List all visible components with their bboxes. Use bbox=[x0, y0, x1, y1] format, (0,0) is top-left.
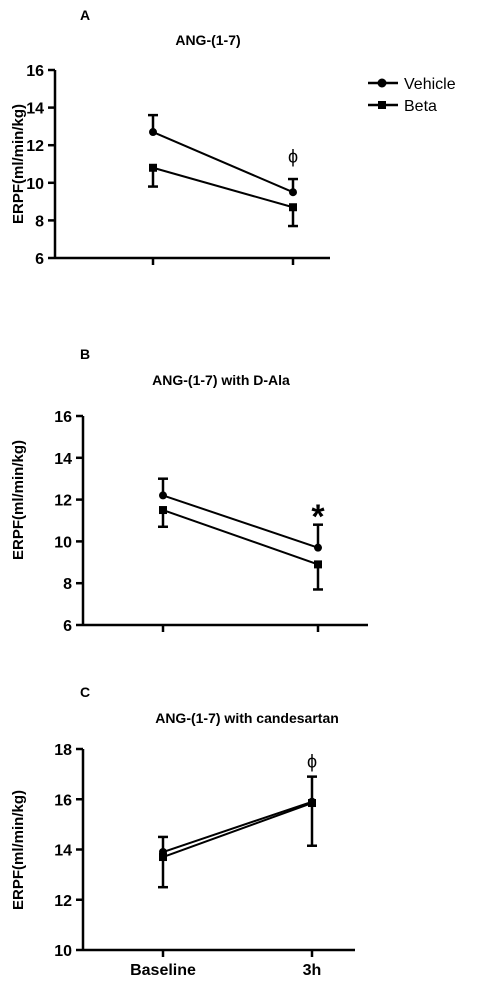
series-line-vehicle bbox=[152, 131, 294, 194]
chart-title: ANG-(1-7) with D-Ala bbox=[152, 372, 290, 388]
y-tick-label: 16 bbox=[54, 792, 72, 809]
y-tick-label: 10 bbox=[26, 176, 44, 193]
significance-marker: ϕ bbox=[307, 752, 317, 772]
y-tick-label: 16 bbox=[26, 63, 44, 80]
series-line-beta bbox=[162, 509, 319, 566]
chart-title: ANG-(1-7) bbox=[175, 32, 240, 48]
data-point-vehicle bbox=[314, 543, 322, 552]
legend-square-marker bbox=[378, 101, 386, 109]
legend: Vehicle Beta bbox=[368, 76, 456, 115]
panel-a: A ANG-(1-7) ERPF(ml/min/kg) 6 8 10 12 14 16 ϕ bbox=[10, 7, 330, 268]
chart-title: ANG-(1-7) with candesartan bbox=[155, 710, 339, 726]
significance-marker: ϕ bbox=[288, 146, 298, 166]
y-axis-label: ERPF(ml/min/kg) bbox=[10, 440, 27, 560]
y-tick-label: 6 bbox=[63, 618, 72, 635]
data-point-beta bbox=[308, 799, 316, 808]
y-tick-label: 10 bbox=[54, 534, 72, 551]
legend-entry-beta: Beta bbox=[368, 98, 437, 115]
y-tick-label: 6 bbox=[35, 251, 44, 268]
plot-area: 6 8 10 12 14 16 * bbox=[54, 409, 368, 635]
panel-b: B ANG-(1-7) with D-Ala ERPF(ml/min/kg) 6… bbox=[10, 346, 368, 635]
data-point-beta bbox=[159, 506, 167, 515]
y-tick-label: 12 bbox=[26, 138, 44, 155]
series-line-vehicle bbox=[162, 494, 319, 549]
y-axis-label: ERPF(ml/min/kg) bbox=[10, 790, 27, 910]
data-point-beta bbox=[159, 853, 167, 862]
legend-label-beta: Beta bbox=[404, 98, 437, 115]
x-tick-label: Baseline bbox=[130, 962, 196, 979]
y-tick-label: 14 bbox=[54, 451, 72, 468]
y-tick-label: 14 bbox=[54, 843, 72, 860]
plot-area: 6 8 10 12 14 16 ϕ bbox=[26, 63, 330, 268]
panel-label: A bbox=[80, 7, 90, 23]
plot-area: 10 12 14 16 18 Baseline 3h ϕ bbox=[54, 742, 355, 979]
panel-label: C bbox=[80, 684, 90, 700]
y-tick-label: 12 bbox=[54, 493, 72, 510]
y-tick-label: 18 bbox=[54, 742, 72, 759]
data-point-vehicle bbox=[159, 491, 167, 500]
panel-label: B bbox=[80, 346, 90, 362]
significance-marker: * bbox=[311, 498, 325, 536]
data-point-beta bbox=[289, 203, 297, 212]
panel-c: C ANG-(1-7) with candesartan ERPF(ml/min… bbox=[10, 684, 355, 979]
y-tick-label: 10 bbox=[54, 943, 72, 960]
y-tick-label: 8 bbox=[35, 213, 44, 230]
data-point-vehicle bbox=[289, 188, 297, 197]
legend-label-vehicle: Vehicle bbox=[404, 76, 456, 93]
y-tick-label: 14 bbox=[26, 101, 44, 118]
y-tick-label: 12 bbox=[54, 893, 72, 910]
data-point-vehicle bbox=[149, 128, 157, 137]
series-line-beta bbox=[152, 166, 294, 209]
data-point-beta bbox=[314, 560, 322, 569]
legend-circle-marker bbox=[377, 78, 387, 88]
y-axis-label: ERPF(ml/min/kg) bbox=[10, 104, 27, 224]
series-line-vehicle bbox=[162, 800, 313, 853]
series-line-beta bbox=[162, 802, 313, 858]
y-tick-label: 16 bbox=[54, 409, 72, 426]
y-tick-label: 8 bbox=[63, 576, 72, 593]
data-point-beta bbox=[149, 163, 157, 172]
legend-entry-vehicle: Vehicle bbox=[368, 76, 456, 93]
x-tick-label: 3h bbox=[303, 962, 322, 979]
